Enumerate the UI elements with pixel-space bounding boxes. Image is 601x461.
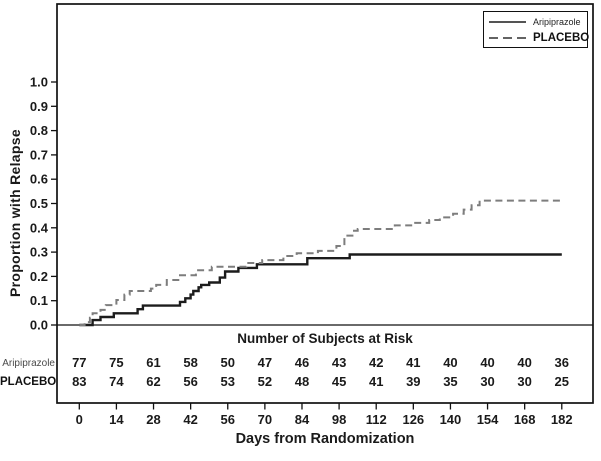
- svg-text:1.0: 1.0: [30, 75, 48, 90]
- svg-text:0.3: 0.3: [30, 245, 48, 260]
- x-axis-ticks: 0 14 28 42 56 70 84 98 112 126 140 154 168 182: [76, 403, 573, 427]
- svg-text:52: 52: [258, 374, 272, 389]
- risk-row-aripiprazole: 77 75 61 58 50 47 46 43 42 41 40 40 40 36: [72, 355, 569, 370]
- x-axis-title: Days from Randomization: [235, 431, 415, 447]
- svg-text:42: 42: [183, 412, 197, 427]
- legend: Aripiprazole PLACEBO: [483, 11, 589, 48]
- svg-text:41: 41: [406, 355, 420, 370]
- svg-text:0.8: 0.8: [30, 123, 48, 138]
- svg-text:50: 50: [221, 355, 235, 370]
- svg-text:42: 42: [369, 355, 383, 370]
- svg-text:43: 43: [332, 355, 346, 370]
- svg-text:0.2: 0.2: [30, 269, 48, 284]
- svg-text:0.4: 0.4: [30, 220, 49, 235]
- svg-text:40: 40: [443, 355, 457, 370]
- svg-text:112: 112: [366, 412, 387, 427]
- svg-text:45: 45: [332, 374, 346, 389]
- risk-row-label-aripiprazole: Aripiprazole: [2, 358, 55, 369]
- legend-entry-placebo: PLACEBO: [489, 30, 589, 45]
- svg-text:70: 70: [258, 412, 272, 427]
- curve-placebo: [79, 199, 562, 326]
- svg-text:74: 74: [109, 374, 124, 389]
- risk-table-title: Number of Subjects at Risk: [237, 331, 413, 346]
- legend-dashed-line-icon: [489, 36, 526, 40]
- svg-text:75: 75: [109, 355, 123, 370]
- svg-text:48: 48: [295, 374, 309, 389]
- svg-text:56: 56: [221, 412, 235, 427]
- svg-text:77: 77: [72, 355, 86, 370]
- svg-text:182: 182: [551, 412, 573, 427]
- svg-text:25: 25: [555, 374, 569, 389]
- svg-text:83: 83: [72, 374, 86, 389]
- svg-text:58: 58: [183, 355, 197, 370]
- svg-text:30: 30: [517, 374, 531, 389]
- svg-text:35: 35: [443, 374, 457, 389]
- svg-text:84: 84: [295, 412, 310, 427]
- svg-text:98: 98: [332, 412, 346, 427]
- svg-text:61: 61: [146, 355, 160, 370]
- svg-text:40: 40: [517, 355, 531, 370]
- svg-text:140: 140: [440, 412, 462, 427]
- svg-text:56: 56: [183, 374, 197, 389]
- curve-aripiprazole: [79, 253, 562, 327]
- legend-entry-aripiprazole: Aripiprazole: [489, 14, 582, 29]
- legend-label-placebo: PLACEBO: [533, 31, 590, 44]
- legend-label-aripiprazole: Aripiprazole: [533, 16, 581, 27]
- svg-text:30: 30: [480, 374, 494, 389]
- legend-solid-line-icon: [489, 20, 526, 24]
- svg-text:0.7: 0.7: [30, 147, 48, 162]
- svg-text:168: 168: [514, 412, 536, 427]
- svg-text:47: 47: [258, 355, 272, 370]
- svg-text:0.6: 0.6: [30, 172, 48, 187]
- svg-text:154: 154: [477, 412, 499, 427]
- svg-text:126: 126: [402, 412, 424, 427]
- svg-text:28: 28: [146, 412, 160, 427]
- svg-text:62: 62: [146, 374, 160, 389]
- svg-text:0.5: 0.5: [30, 196, 48, 211]
- risk-row-placebo: 83 74 62 56 53 52 48 45 41 39 35 30 30 25: [72, 374, 569, 389]
- svg-text:14: 14: [109, 412, 124, 427]
- y-axis-title: Proportion with Relapse: [7, 129, 23, 297]
- svg-text:0.0: 0.0: [30, 318, 48, 333]
- svg-text:36: 36: [555, 355, 569, 370]
- svg-text:53: 53: [221, 374, 235, 389]
- svg-text:39: 39: [406, 374, 420, 389]
- svg-text:46: 46: [295, 355, 309, 370]
- svg-text:0.1: 0.1: [30, 293, 48, 308]
- svg-text:0.9: 0.9: [30, 99, 48, 114]
- svg-text:0: 0: [76, 412, 83, 427]
- svg-text:40: 40: [480, 355, 494, 370]
- y-axis-ticks: 0.0 0.1 0.2 0.3 0.4 0.5 0.6 0.7 0.8 0.9 1.0: [30, 75, 57, 333]
- svg-text:41: 41: [369, 374, 383, 389]
- risk-row-label-placebo: PLACEBO: [0, 376, 57, 388]
